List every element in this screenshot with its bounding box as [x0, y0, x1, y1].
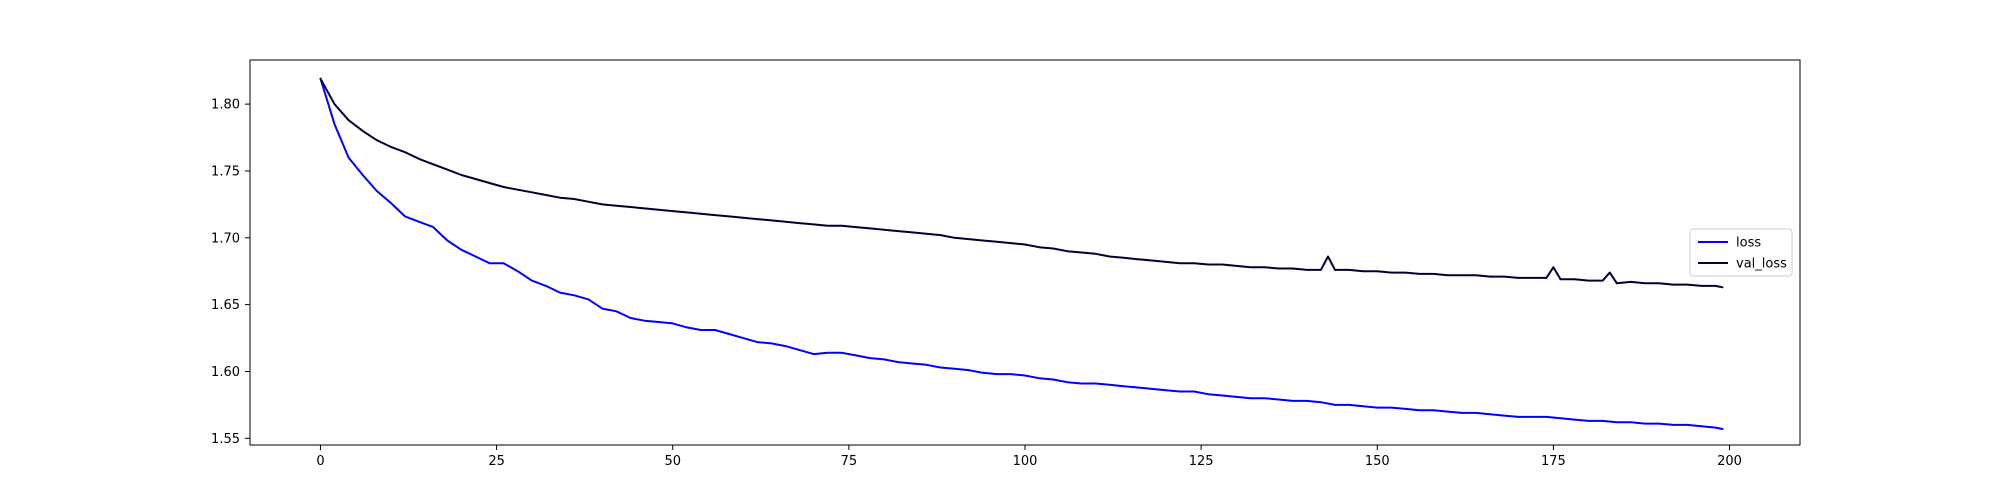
series-lines — [319, 77, 1724, 430]
axis-ticks: 0 25 50 75 100 125 150 175 200 1.55 1.60 1.65 1.70 1.… — [211, 98, 1742, 469]
x-tick-label: 75 — [841, 454, 858, 469]
y-tick-label: 1.60 — [211, 365, 240, 380]
legend: loss val_loss — [1689, 228, 1793, 277]
x-tick-label: 175 — [1541, 454, 1566, 469]
x-tick-label: 100 — [1013, 454, 1038, 469]
x-tick-label: 125 — [1189, 454, 1214, 469]
x-tick-label: 150 — [1365, 454, 1390, 469]
legend-label-val-loss: val_loss — [1736, 257, 1787, 272]
x-tick-label: 50 — [664, 454, 681, 469]
legend-box — [1689, 228, 1793, 277]
x-tick-label: 25 — [488, 454, 505, 469]
x-tick-label: 200 — [1717, 454, 1742, 469]
y-tick-label: 1.65 — [211, 298, 240, 313]
legend-label-loss: loss — [1736, 236, 1761, 251]
y-tick-label: 1.55 — [211, 432, 240, 447]
y-tick-label: 1.70 — [211, 231, 240, 246]
plot-area-frame — [249, 59, 1801, 446]
series-line-loss — [319, 77, 1724, 430]
y-tick-label: 1.75 — [211, 164, 240, 179]
series-line-val-loss — [319, 77, 1724, 289]
x-tick-label: 0 — [316, 454, 324, 469]
y-tick-label: 1.80 — [211, 98, 240, 113]
